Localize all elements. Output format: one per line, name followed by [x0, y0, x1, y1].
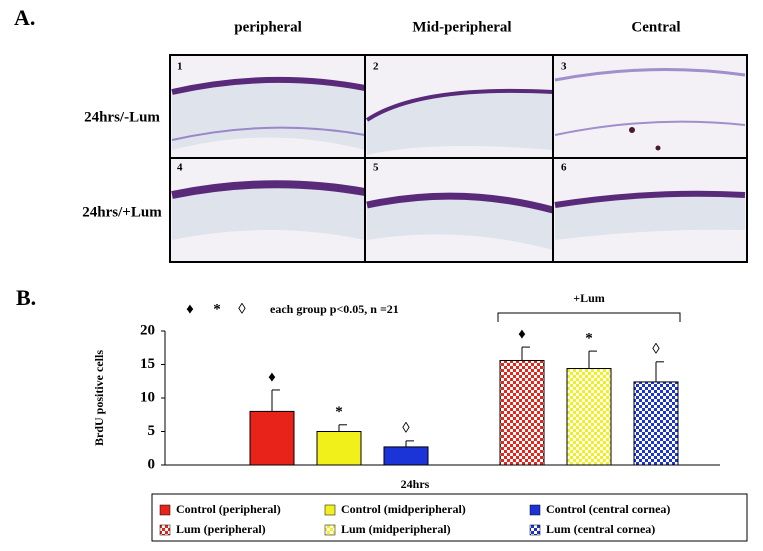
legend-swatch — [529, 504, 541, 516]
panel-label: A. — [14, 5, 35, 30]
legend-swatch — [159, 524, 171, 536]
legend-swatch — [324, 524, 336, 536]
error-bar — [405, 440, 414, 447]
legend-box — [151, 493, 748, 542]
error-bar — [271, 389, 280, 412]
image-number: 1 — [177, 61, 183, 73]
y-tick-label: 20 — [140, 322, 155, 338]
significance-marker: ◊ — [402, 420, 410, 436]
panel-label: B. — [16, 285, 36, 310]
row-label: 24hrs/+Lum — [82, 204, 162, 220]
significance-symbol: ♦ — [186, 301, 194, 317]
bar — [316, 431, 362, 466]
y-tick-label: 15 — [140, 356, 155, 372]
bar — [383, 446, 429, 466]
image-number: 2 — [373, 61, 379, 73]
column-header: peripheral — [234, 19, 302, 35]
error-bar — [588, 350, 597, 369]
legend-label: Control (central cornea) — [546, 502, 670, 516]
bar — [633, 381, 679, 466]
row-label: 24hrs/-Lum — [84, 109, 160, 125]
y-tick-label: 0 — [148, 456, 156, 472]
legend-label: Control (midperipheral) — [341, 502, 466, 516]
y-axis-label: BrdU positive cells — [92, 350, 106, 446]
column-header: Mid-peripheral — [412, 19, 511, 35]
image-number: 5 — [373, 162, 379, 174]
y-tick-label: 10 — [140, 389, 155, 405]
error-bar — [655, 361, 664, 382]
bar — [566, 368, 612, 466]
annotation: each group p<0.05, n =21 — [270, 302, 399, 316]
image-number: 6 — [561, 162, 567, 174]
legend-label: Lum (midperipheral) — [341, 522, 451, 536]
legend-label: Lum (central cornea) — [546, 522, 655, 536]
image-number: 4 — [177, 162, 183, 174]
legend-swatch — [159, 504, 171, 516]
significance-marker: * — [585, 331, 593, 347]
legend-swatch — [324, 504, 336, 516]
x-tick-label: 24hrs — [401, 477, 430, 491]
group-label: +Lum — [573, 291, 605, 305]
column-header: Central — [631, 19, 680, 35]
bar — [249, 410, 295, 466]
error-bar — [338, 424, 347, 432]
bar — [499, 359, 545, 466]
error-bar — [521, 346, 530, 361]
image-number: 3 — [561, 61, 567, 73]
legend-swatch — [529, 524, 541, 536]
micrographs — [169, 54, 748, 263]
legend-label: Control (peripheral) — [176, 502, 281, 516]
significance-marker: ♦ — [268, 369, 276, 385]
group-bracket — [497, 312, 681, 322]
significance-marker: ♦ — [518, 327, 526, 343]
legend-label: Lum (peripheral) — [176, 522, 266, 536]
significance-marker: ◊ — [652, 341, 660, 357]
y-tick-label: 5 — [148, 423, 156, 439]
significance-marker: * — [335, 404, 343, 420]
significance-symbol: * — [213, 301, 221, 317]
significance-symbol: ◊ — [238, 301, 246, 317]
